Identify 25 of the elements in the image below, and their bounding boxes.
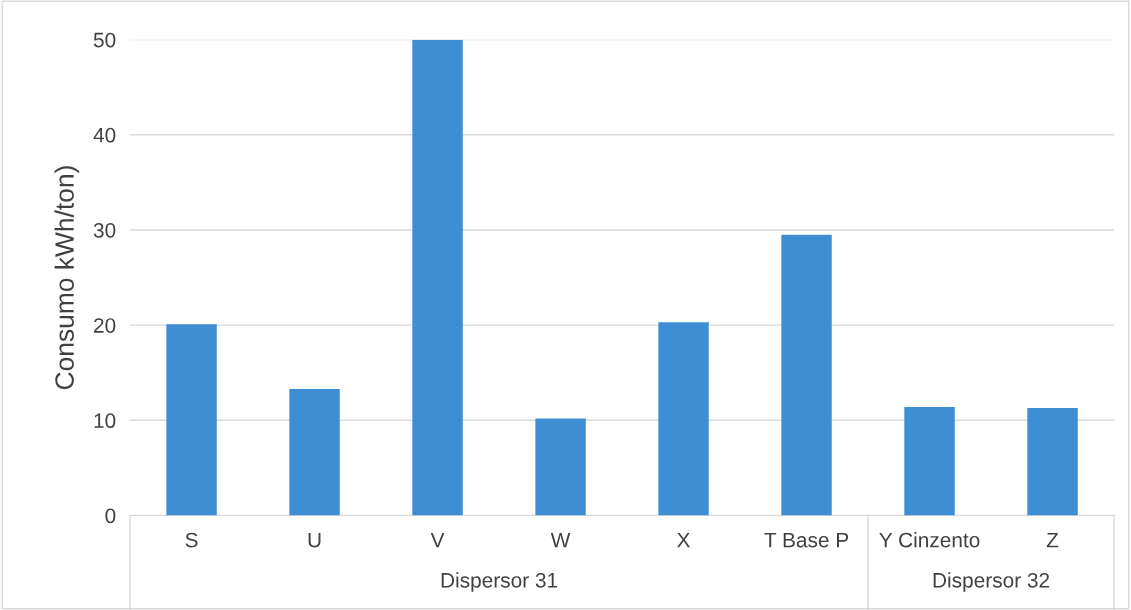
text: Dispersor 32 [933, 572, 1050, 592]
x-tick-label: X [677, 532, 691, 548]
bar [166, 324, 217, 516]
bar [535, 418, 586, 516]
x-tick-label: Z [1046, 532, 1059, 548]
x-tick-label: T Base P [764, 532, 849, 548]
text: Dispersor 31 [441, 572, 558, 592]
x-tick-label: S [185, 532, 198, 548]
x-tick-label: W [550, 532, 571, 548]
bar [1027, 407, 1078, 516]
x-tick-label: U [308, 532, 321, 548]
x-tick-label: V [430, 532, 445, 548]
x-tick-label: Y Cinzento [879, 532, 980, 548]
y-tick-label: 20 [94, 318, 116, 333]
y-axis-title: Consumo kWh/ton) [54, 166, 80, 390]
bar [658, 322, 709, 516]
y-tick-label: 40 [93, 127, 116, 143]
y-tick-label: 30 [93, 222, 116, 238]
bar [904, 406, 955, 516]
y-tick-label: 0 [105, 508, 116, 524]
bar [781, 234, 832, 516]
y-tick-label: 10 [94, 413, 116, 429]
bar [289, 388, 340, 516]
bar [412, 39, 463, 516]
y-tick-label: 50 [93, 32, 116, 48]
